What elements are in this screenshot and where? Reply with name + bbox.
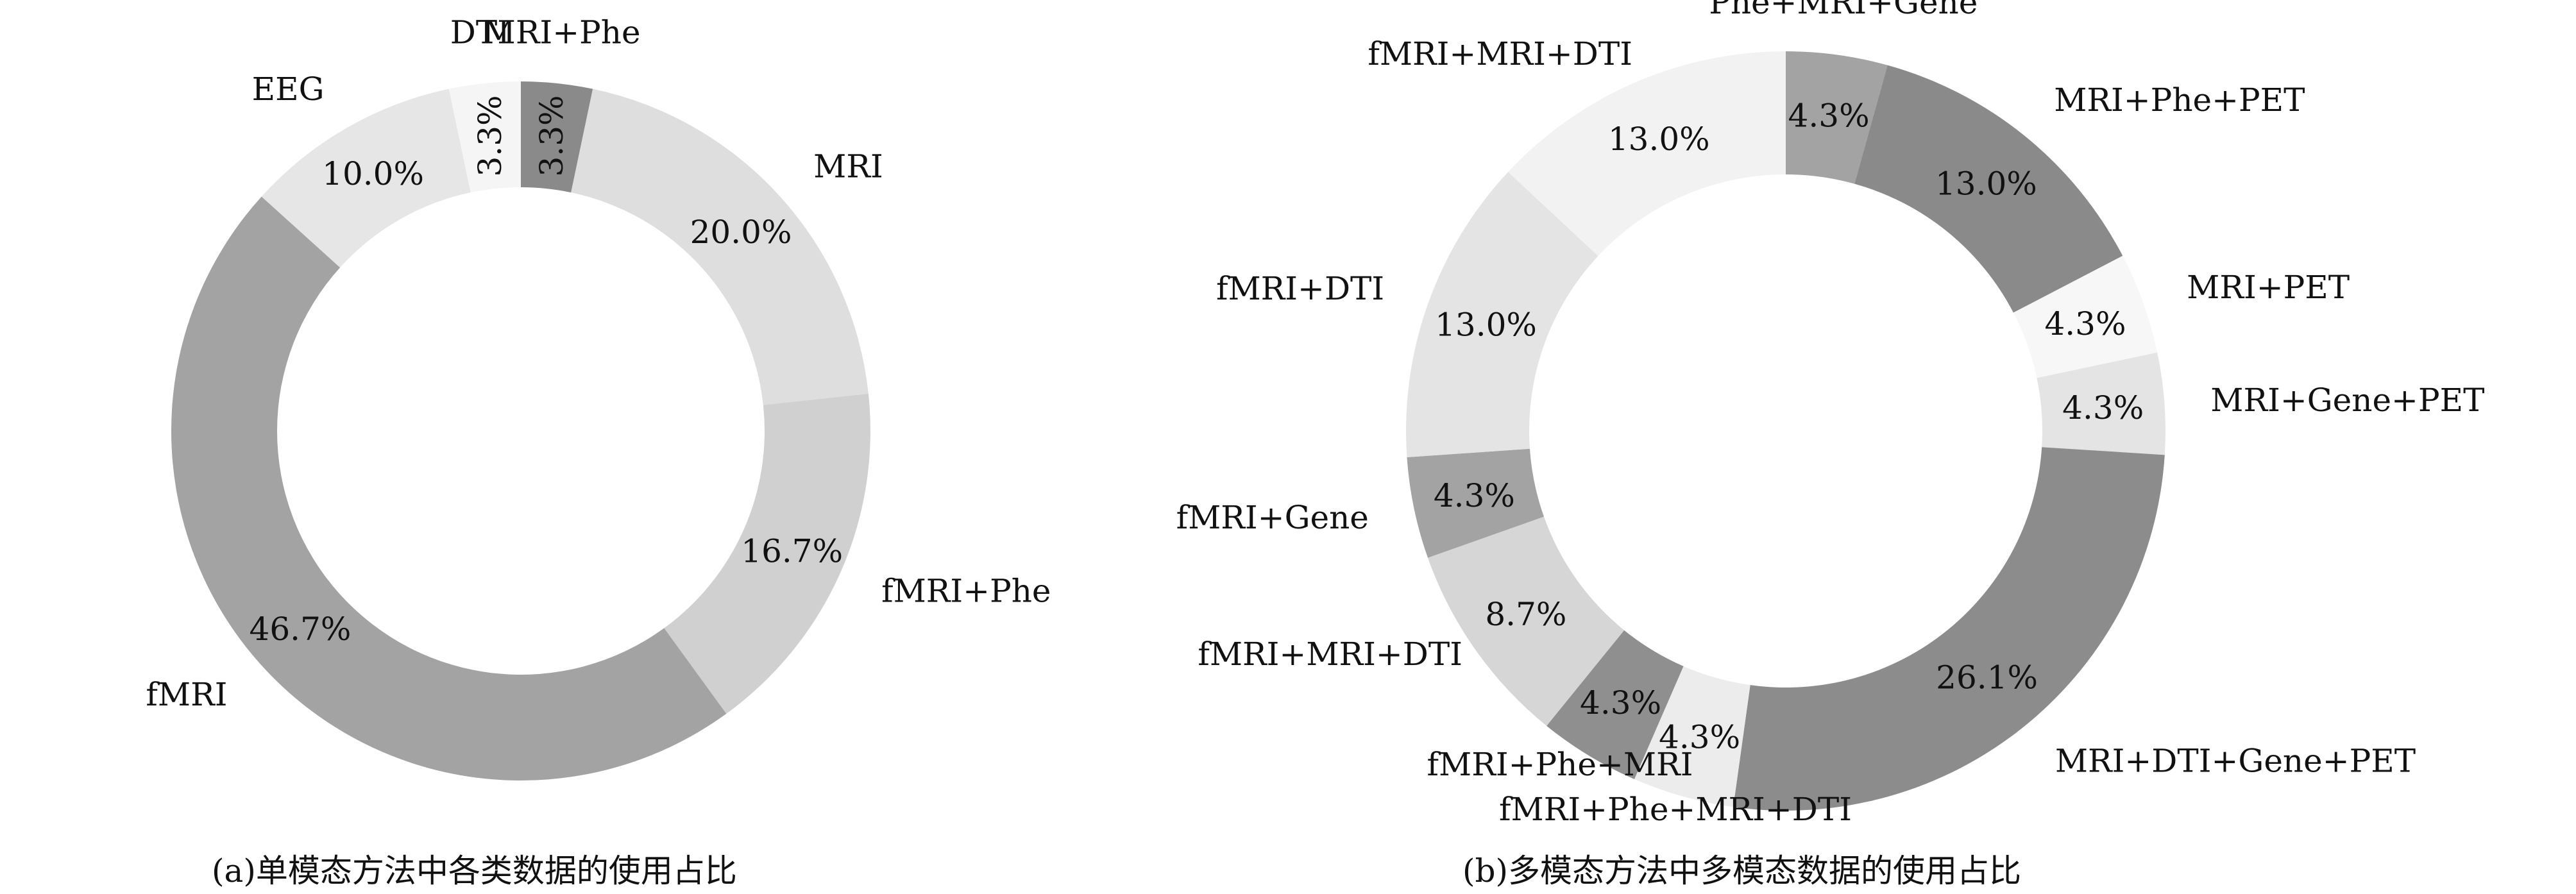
slice-eeg — [261, 89, 471, 268]
slice-mri-dti-gene-pet — [1733, 447, 2165, 811]
caption-b: (b)多模态方法中多模态数据的使用占比 — [1462, 852, 2022, 890]
donut-chart-b: 4.3% Phe+MRI+Gene 13.0% MRI+Phe+PET 4.3% MRI+… — [1176, 0, 2485, 828]
category-label-fmri: fMRI — [146, 676, 227, 713]
slice-fmri-phe — [664, 393, 870, 714]
slice-fmri-phe-mri — [1546, 630, 1684, 779]
category-label-fmri-phe-mri: fMRI+Phe+MRI — [1427, 746, 1693, 783]
pct-label-mri-phe: 3.3% — [533, 95, 570, 176]
category-label-mri: MRI — [813, 148, 883, 185]
pct-label-mri-gene-pet: 4.3% — [2062, 389, 2144, 426]
category-label-fmri-phe-mri-dti: fMRI+Phe+MRI+DTI — [1499, 791, 1852, 828]
pct-label-fmri-gene: 4.3% — [1434, 477, 1515, 514]
category-label-phe-mri-gene: Phe+MRI+Gene — [1709, 0, 1978, 21]
slice-mri-pet — [2013, 255, 2158, 378]
category-label-mri-gene-pet: MRI+Gene+PET — [2210, 382, 2484, 419]
category-label-dti: DTI — [450, 13, 510, 51]
slice-dti — [448, 81, 521, 193]
category-label-fmri-gene: fMRI+Gene — [1176, 499, 1369, 536]
pct-label-mri-pet: 4.3% — [2044, 305, 2126, 342]
slice-mri — [571, 89, 869, 405]
pct-label-fmri-mri-dti: 13.0% — [1608, 121, 1710, 158]
caption-a: (a)单模态方法中各类数据的使用占比 — [212, 852, 737, 890]
category-label-fmri-dti: fMRI+DTI — [1216, 270, 1384, 307]
slice-fmri-gene — [1407, 448, 1544, 558]
pct-label-fmri-dti: 13.0% — [1435, 306, 1537, 343]
pct-label-mri-phe-pet: 13.0% — [1935, 165, 2037, 203]
category-label-eeg: EEG — [252, 71, 325, 108]
slice-fmri-phe-mri-dti — [1634, 666, 1750, 807]
pct-label-fmri-mri-dti: 8.7% — [1485, 596, 1566, 633]
category-label-mri-phe: MRI+Phe — [483, 13, 641, 51]
pct-label-mri: 20.0% — [690, 214, 792, 251]
slice-mri-gene-pet — [2037, 352, 2166, 455]
category-label-mri-phe-pet: MRI+Phe+PET — [2054, 81, 2305, 119]
slice-fmri-dti — [1406, 172, 1598, 458]
slice-fmri-mri-dti — [1428, 516, 1625, 726]
pct-label-dti: 3.3% — [471, 95, 509, 176]
pct-label-fmri-phe-mri-dti: 4.3% — [1659, 718, 1740, 755]
slice-fmri — [171, 196, 727, 781]
pct-label-fmri-phe: 16.7% — [741, 533, 843, 570]
pct-label-mri-dti-gene-pet: 26.1% — [1936, 659, 2038, 696]
slice-fmri-mri-dti — [1508, 51, 1786, 257]
slice-mri-phe — [521, 81, 593, 193]
category-label-fmri-mri-dti: fMRI+MRI+DTI — [1198, 636, 1462, 673]
pct-label-fmri: 46.7% — [250, 611, 352, 648]
category-label-fmri-mri-dti: fMRI+MRI+DTI — [1368, 35, 1632, 72]
category-label-mri-pet: MRI+PET — [2187, 269, 2350, 306]
donut-chart-a: 3.3% MRI+Phe 20.0% MRI 16.7% fMRI+Phe 46.7% fMR… — [146, 13, 1051, 781]
category-label-mri-dti-gene-pet: MRI+DTI+Gene+PET — [2055, 742, 2416, 779]
pct-label-eeg: 10.0% — [322, 155, 424, 192]
slice-mri-phe-pet — [1854, 65, 2123, 313]
slice-phe-mri-gene — [1786, 51, 1888, 184]
category-label-fmri-phe: fMRI+Phe — [881, 573, 1051, 610]
pct-label-phe-mri-gene: 4.3% — [1788, 97, 1870, 135]
pct-label-fmri-phe-mri: 4.3% — [1580, 684, 1661, 721]
